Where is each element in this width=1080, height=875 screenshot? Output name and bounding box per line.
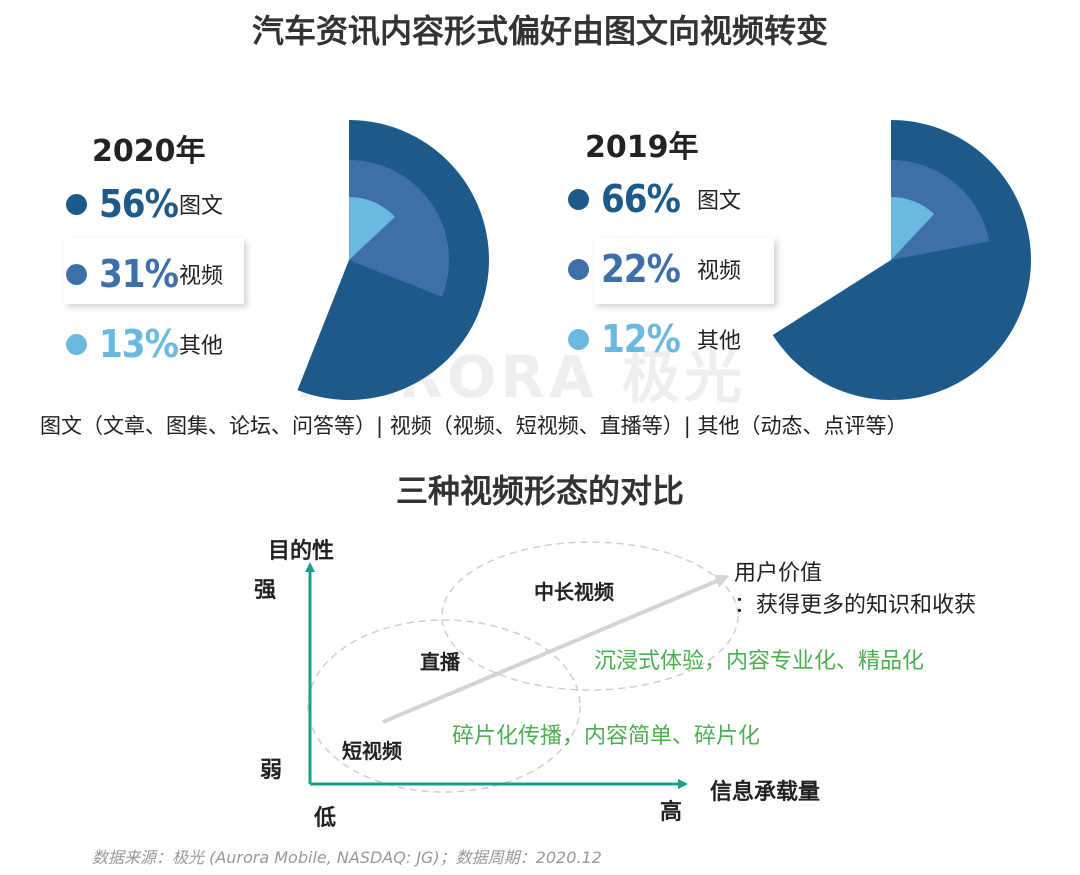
x-axis-low-label: 低	[314, 806, 337, 831]
legend-row-other: 13% 其他	[66, 321, 223, 367]
dot-video	[66, 263, 87, 285]
pct-video: 22%	[601, 247, 681, 291]
slice-other	[349, 197, 395, 260]
cat-video: 视频	[179, 264, 224, 289]
dot-graphic	[568, 188, 589, 210]
comparison-title: 三种视频形态的对比	[395, 472, 684, 510]
user-value-title: 用户价值	[734, 561, 823, 586]
legend-row-video: 22% 视频	[568, 246, 741, 292]
legend-highlight-box-2019	[594, 238, 774, 304]
slice-graphic	[772, 120, 1031, 400]
pct-other: 13%	[99, 322, 179, 366]
dot-other	[568, 328, 589, 350]
legend-2020: 56% 图文 31% 视频 13% 其他	[66, 181, 223, 367]
dot-other	[66, 333, 87, 355]
cat-video: 视频	[697, 259, 742, 284]
pct-graphic: 66%	[601, 177, 681, 221]
legend-2019: 66% 图文 22% 视频 12% 其他	[568, 176, 741, 362]
slice-other	[891, 197, 935, 260]
y-axis-low-label: 弱	[260, 758, 283, 783]
legend-row-graphic: 66% 图文	[568, 176, 741, 222]
note-short-video: 碎片化传播，内容简单、碎片化	[452, 724, 761, 749]
dot-graphic	[66, 193, 87, 215]
cat-graphic: 图文	[179, 194, 224, 219]
zone-short-video: 短视频	[342, 739, 402, 763]
source-note: 数据来源：极光 (Aurora Mobile, NASDAQ: JG)；数据周期…	[92, 848, 602, 867]
zone-ellipse-short-live	[307, 619, 581, 793]
pct-other: 12%	[601, 317, 681, 361]
category-description: 图文（文章、图集、论坛、问答等）| 视频（视频、短视频、直播等）| 其他（动态、…	[40, 414, 908, 438]
note-long-video: 沉浸式体验，内容专业化、精品化	[594, 649, 925, 674]
legend-row-graphic: 56% 图文	[66, 181, 223, 227]
zone-long-video: 中长视频	[534, 580, 614, 604]
y-axis-label: 目的性	[268, 539, 335, 564]
cat-other: 其他	[179, 334, 224, 359]
x-axis-label: 信息承载量	[710, 780, 821, 805]
pie-2019	[772, 120, 1031, 400]
legend-row-video: 31% 视频	[66, 251, 223, 297]
x-axis-high-label: 高	[660, 800, 683, 825]
user-value-desc: ：获得更多的知识和收获	[734, 593, 977, 618]
cat-graphic: 图文	[697, 189, 742, 214]
year-2019-title: 2019年	[585, 130, 699, 165]
pct-graphic: 56%	[99, 182, 179, 226]
legend-highlight-box-2020	[64, 238, 244, 304]
main-title: 汽车资讯内容形式偏好由图文向视频转变	[251, 12, 828, 50]
zone-live: 直播	[420, 650, 460, 674]
value-arrow	[382, 574, 730, 724]
year-2020-title: 2020年	[92, 134, 206, 169]
pie-2020	[297, 120, 489, 400]
pct-video: 31%	[99, 252, 179, 296]
slice-video	[349, 160, 450, 297]
slice-video	[891, 160, 990, 260]
legend-row-other: 12% 其他	[568, 316, 741, 362]
y-axis-high-label: 强	[254, 578, 277, 603]
dot-video	[568, 258, 589, 280]
zone-ellipse-long-video	[441, 541, 739, 691]
cat-other: 其他	[697, 329, 742, 354]
